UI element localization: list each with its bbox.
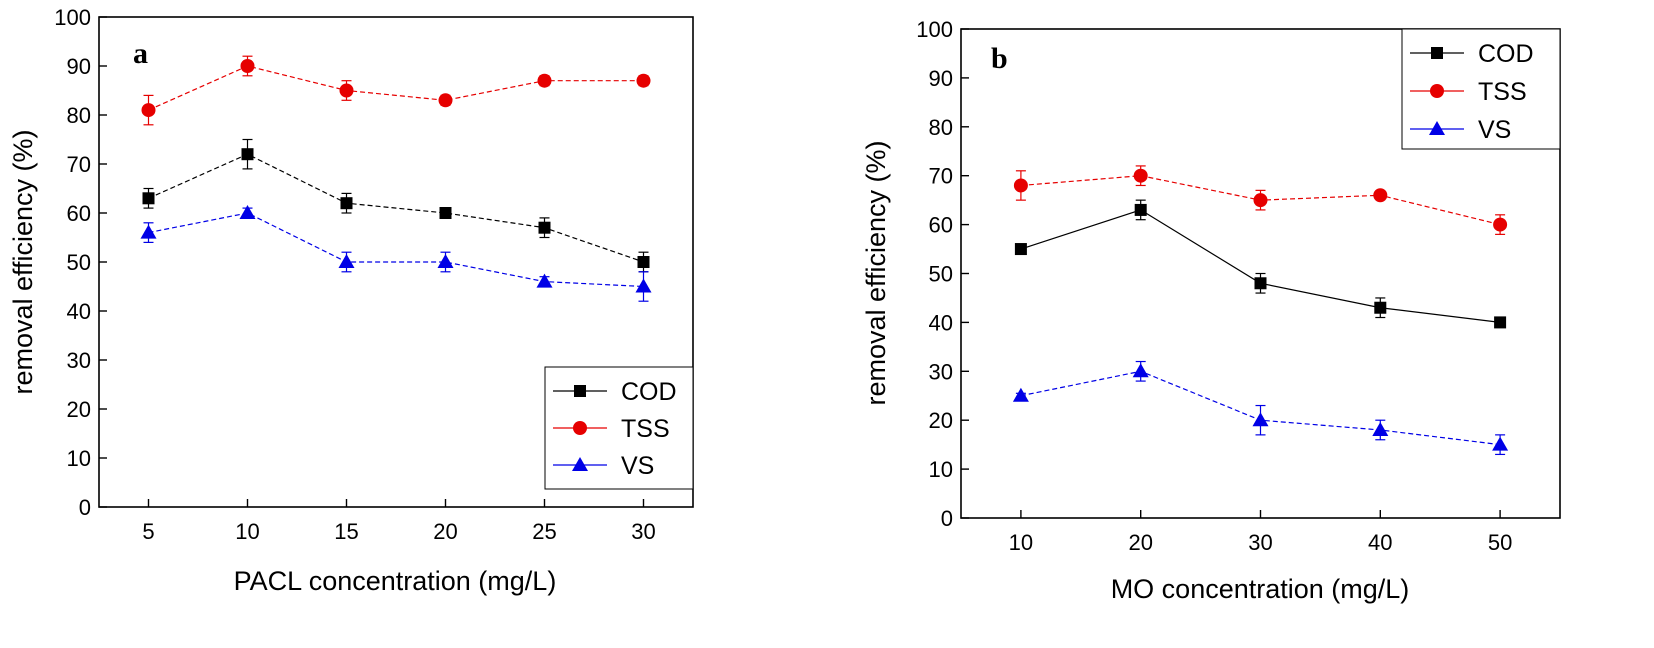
x-tick-label: 30 [631,519,655,544]
y-tick-label: 70 [67,152,91,177]
data-point-vs [239,205,256,219]
series-tss [1013,165,1508,235]
y-tick-label: 20 [67,397,91,422]
data-point-tss [339,83,354,98]
data-point-cod [637,256,650,268]
data-point-cod [1134,203,1147,216]
data-point-vs [437,254,454,268]
x-tick-label: 10 [1009,530,1033,555]
series-cod [142,138,650,273]
y-tick-label: 30 [67,348,91,373]
y-tick-label: 30 [929,359,953,384]
y-tick-label: 60 [67,201,91,226]
y-tick-label: 10 [67,446,91,471]
y-tick-label: 50 [929,262,953,287]
y-axis-title: removal efficiency (%) [861,140,891,405]
y-tick-label: 40 [67,299,91,324]
y-tick-label: 50 [67,250,91,275]
legend-label: TSS [1478,78,1527,106]
y-tick-label: 80 [67,103,91,128]
legend-marker-tss [1430,84,1444,98]
data-point-vs [635,278,652,293]
x-tick-label: 50 [1488,530,1512,555]
y-axis-title: removal efficiency (%) [8,129,38,394]
data-point-cod [538,221,551,234]
y-tick-label: 90 [67,54,91,79]
data-point-tss [240,59,255,73]
y-tick-label: 0 [941,506,953,531]
x-tick-label: 40 [1368,530,1392,555]
series-line-cod [1020,209,1501,323]
y-tick-label: 70 [929,164,953,189]
legend-marker-vs [1429,121,1445,135]
x-tick-label: 20 [1128,530,1152,555]
series-line-vs [148,212,644,288]
data-point-vs [1372,421,1389,436]
legend: COD TSS VS [1401,28,1561,150]
y-tick-label: 0 [79,495,91,520]
legend-marker-vs [572,457,588,471]
data-point-cod [241,148,254,161]
y-tick-label: 100 [916,17,953,42]
data-point-tss [1013,178,1028,193]
data-point-cod [1254,277,1267,290]
y-tick-label: 60 [929,213,953,238]
data-point-cod [1014,243,1027,256]
data-point-cod [340,197,353,210]
x-tick-label: 10 [235,519,259,544]
data-point-tss [1373,188,1388,203]
data-point-vs [1492,436,1509,451]
series-vs [140,205,652,302]
chart-panel-a: 0 10 20 30 40 50 60 70 80 90 100 5 10 15 20 25 30 PACL co… [8,5,694,596]
series-vs [1012,360,1509,456]
legend-marker-tss [573,421,587,435]
data-point-cod [439,207,452,219]
legend: COD TSS VS [544,366,694,490]
x-tick-label: 5 [142,519,154,544]
x-tick-label: 20 [433,519,457,544]
series-line-tss [148,65,644,111]
x-tick-label: 25 [532,519,556,544]
legend-label: VS [1478,116,1511,144]
data-point-tss [1493,217,1508,232]
x-tick-label: 30 [1248,530,1272,555]
legend-marker-cod [574,385,586,397]
legend-marker-cod [1431,47,1443,59]
data-point-tss [1253,193,1268,208]
x-tick-label: 15 [334,519,358,544]
data-point-vs [338,254,355,268]
panel-label: b [991,42,1008,75]
y-tick-label: 80 [929,115,953,140]
data-point-cod [1374,301,1387,314]
data-point-tss [636,73,651,88]
y-tick-label: 100 [54,5,91,30]
data-point-vs [1012,387,1029,402]
legend-label: COD [1478,40,1534,68]
y-tick-label: 20 [929,408,953,433]
data-point-tss [1133,168,1148,183]
data-point-tss [438,93,453,108]
series-line-cod [148,153,644,263]
legend-label: TSS [621,415,670,443]
data-point-vs [1252,412,1269,427]
chart-panel-b: 0 10 20 30 40 50 60 70 80 90 100 10 20 30 40 50 MO conce… [861,17,1561,604]
y-tick-label: 40 [929,310,953,335]
data-point-vs [1132,363,1149,378]
data-point-cod [142,192,155,205]
x-axis-title: PACL concentration (mg/L) [234,566,557,596]
data-point-cod [1494,316,1507,329]
y-tick-label: 10 [929,457,953,482]
y-tick-label: 90 [929,66,953,91]
legend-label: VS [621,452,654,480]
data-point-tss [141,103,156,118]
series-tss [141,55,651,126]
x-axis-title: MO concentration (mg/L) [1111,574,1410,604]
data-point-vs [536,273,553,288]
panel-label: a [133,37,148,70]
legend-label: COD [621,378,677,406]
data-point-tss [537,73,552,88]
data-point-vs [140,224,157,239]
series-cod [1014,199,1507,329]
